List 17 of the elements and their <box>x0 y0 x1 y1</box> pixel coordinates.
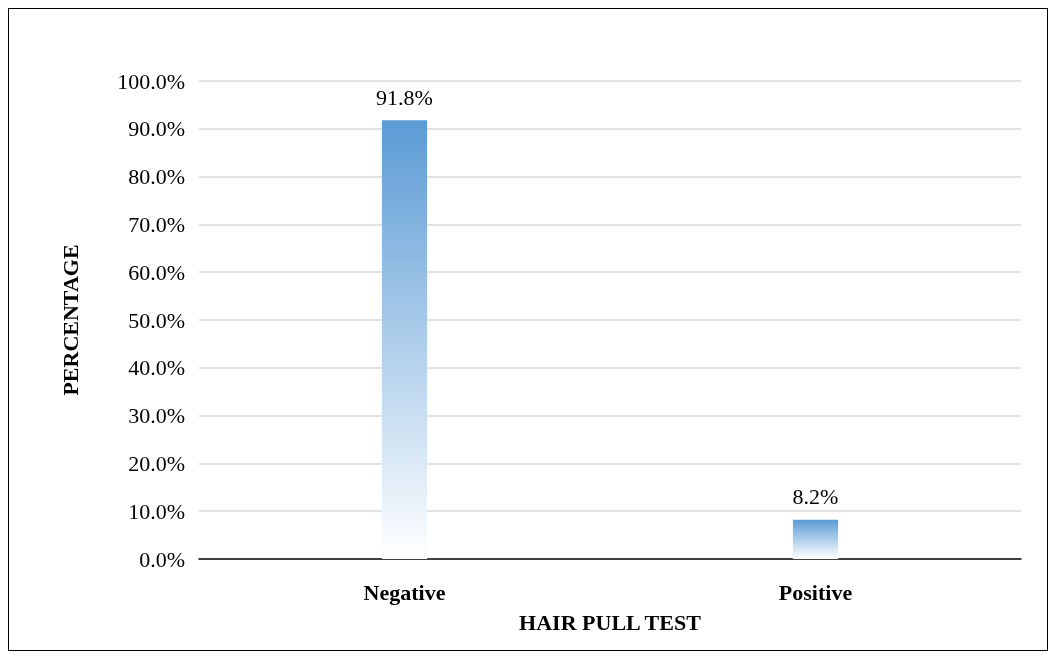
y-tick-label: 60.0% <box>128 259 185 285</box>
y-tick-label: 30.0% <box>128 403 185 429</box>
y-axis-title: PERCENTAGE <box>57 244 83 396</box>
y-tick-label: 70.0% <box>128 211 185 237</box>
x-axis-title: HAIR PULL TEST <box>519 609 702 635</box>
y-tick-label: 40.0% <box>128 355 185 381</box>
x-tick-label: Positive <box>778 579 853 605</box>
y-tick-label: 90.0% <box>128 116 185 142</box>
y-tick-label: 0.0% <box>139 546 185 572</box>
y-tick-label: 80.0% <box>128 164 185 190</box>
y-tick-label: 50.0% <box>128 307 185 333</box>
y-tick-label: 100.0% <box>117 68 185 94</box>
y-tick-label: 20.0% <box>128 450 185 476</box>
y-tick-label: 10.0% <box>128 498 185 524</box>
data-label: 8.2% <box>792 484 839 510</box>
x-tick-label: Negative <box>363 579 446 605</box>
data-label: 91.8% <box>376 84 433 110</box>
